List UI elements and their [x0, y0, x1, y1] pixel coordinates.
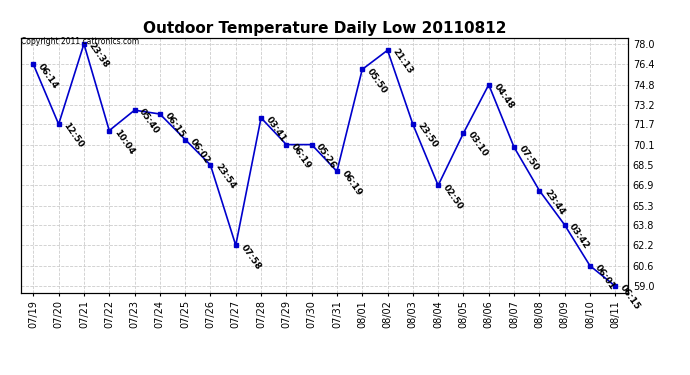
- Text: 03:42: 03:42: [567, 222, 591, 251]
- Text: 02:50: 02:50: [441, 183, 464, 211]
- Text: 05:40: 05:40: [137, 107, 161, 136]
- Text: 12:50: 12:50: [61, 122, 85, 150]
- Text: 10:04: 10:04: [112, 128, 136, 156]
- Text: 23:38: 23:38: [87, 41, 110, 70]
- Text: 06:02: 06:02: [188, 137, 212, 165]
- Text: 05:50: 05:50: [365, 67, 388, 95]
- Text: 06:19: 06:19: [289, 142, 313, 170]
- Text: 06:15: 06:15: [163, 111, 186, 140]
- Text: 06:19: 06:19: [339, 169, 364, 197]
- Text: 23:50: 23:50: [415, 122, 440, 150]
- Text: 21:13: 21:13: [391, 48, 414, 76]
- Text: 06:15: 06:15: [618, 284, 642, 312]
- Text: 07:50: 07:50: [517, 144, 540, 173]
- Text: 06:14: 06:14: [36, 62, 60, 90]
- Title: Outdoor Temperature Daily Low 20110812: Outdoor Temperature Daily Low 20110812: [143, 21, 506, 36]
- Text: 23:44: 23:44: [542, 188, 566, 216]
- Text: 03:10: 03:10: [466, 130, 490, 159]
- Text: Copyright 2011 cattronics.com: Copyright 2011 cattronics.com: [21, 38, 139, 46]
- Text: 23:54: 23:54: [213, 162, 237, 191]
- Text: 05:26: 05:26: [315, 142, 338, 170]
- Text: 04:48: 04:48: [491, 82, 515, 111]
- Text: 07:58: 07:58: [239, 243, 262, 271]
- Text: 03:41: 03:41: [264, 115, 288, 144]
- Text: 06:01: 06:01: [593, 263, 616, 291]
